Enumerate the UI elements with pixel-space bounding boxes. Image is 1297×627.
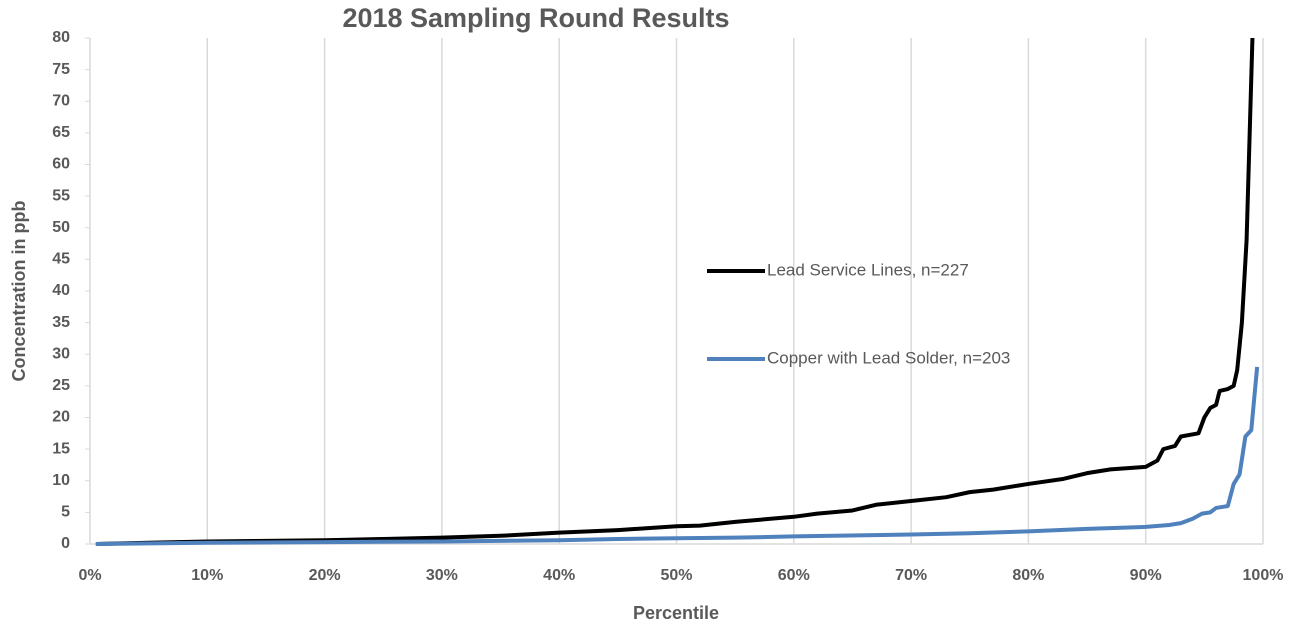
x-tick-label: 90%: [1130, 567, 1162, 584]
y-tick-label: 55: [52, 187, 70, 204]
series-line: [95, 366, 1260, 546]
x-tick-label: 80%: [1012, 567, 1044, 584]
y-axis-title: Concentration in ppb: [9, 201, 29, 382]
legend-label: Copper with Lead Solder, n=203: [767, 348, 1010, 367]
x-tick-label: 60%: [778, 567, 810, 584]
y-tick-label: 35: [52, 314, 70, 331]
y-tick-label: 50: [52, 219, 70, 236]
x-tick-label: 0%: [78, 567, 101, 584]
x-tick-label: 50%: [660, 567, 692, 584]
y-tick-label: 10: [52, 472, 70, 489]
x-tick-label: 40%: [543, 567, 575, 584]
y-tick-label: 80: [52, 29, 70, 46]
series-line: [95, 38, 1255, 546]
x-tick-label: 30%: [426, 567, 458, 584]
y-tick-label: 60: [52, 156, 70, 173]
y-tick-label: 20: [52, 409, 70, 426]
x-tick-label: 100%: [1243, 567, 1284, 584]
y-tick-label: 15: [52, 440, 70, 457]
chart-title: 2018 Sampling Round Results: [342, 3, 729, 33]
y-tick-label: 25: [52, 377, 70, 394]
y-tick-label: 65: [52, 124, 70, 141]
x-tick-label: 70%: [895, 567, 927, 584]
y-tick-label: 70: [52, 92, 70, 109]
legend-label: Lead Service Lines, n=227: [767, 260, 969, 279]
y-tick-label: 40: [52, 282, 70, 299]
x-tick-label: 10%: [191, 567, 223, 584]
x-tick-label: 20%: [309, 567, 341, 584]
x-axis-title: Percentile: [633, 603, 719, 623]
y-tick-label: 75: [52, 61, 70, 78]
y-tick-label: 5: [61, 504, 70, 521]
y-tick-label: 0: [61, 535, 70, 552]
y-tick-label: 45: [52, 251, 70, 268]
y-tick-label: 30: [52, 345, 70, 362]
